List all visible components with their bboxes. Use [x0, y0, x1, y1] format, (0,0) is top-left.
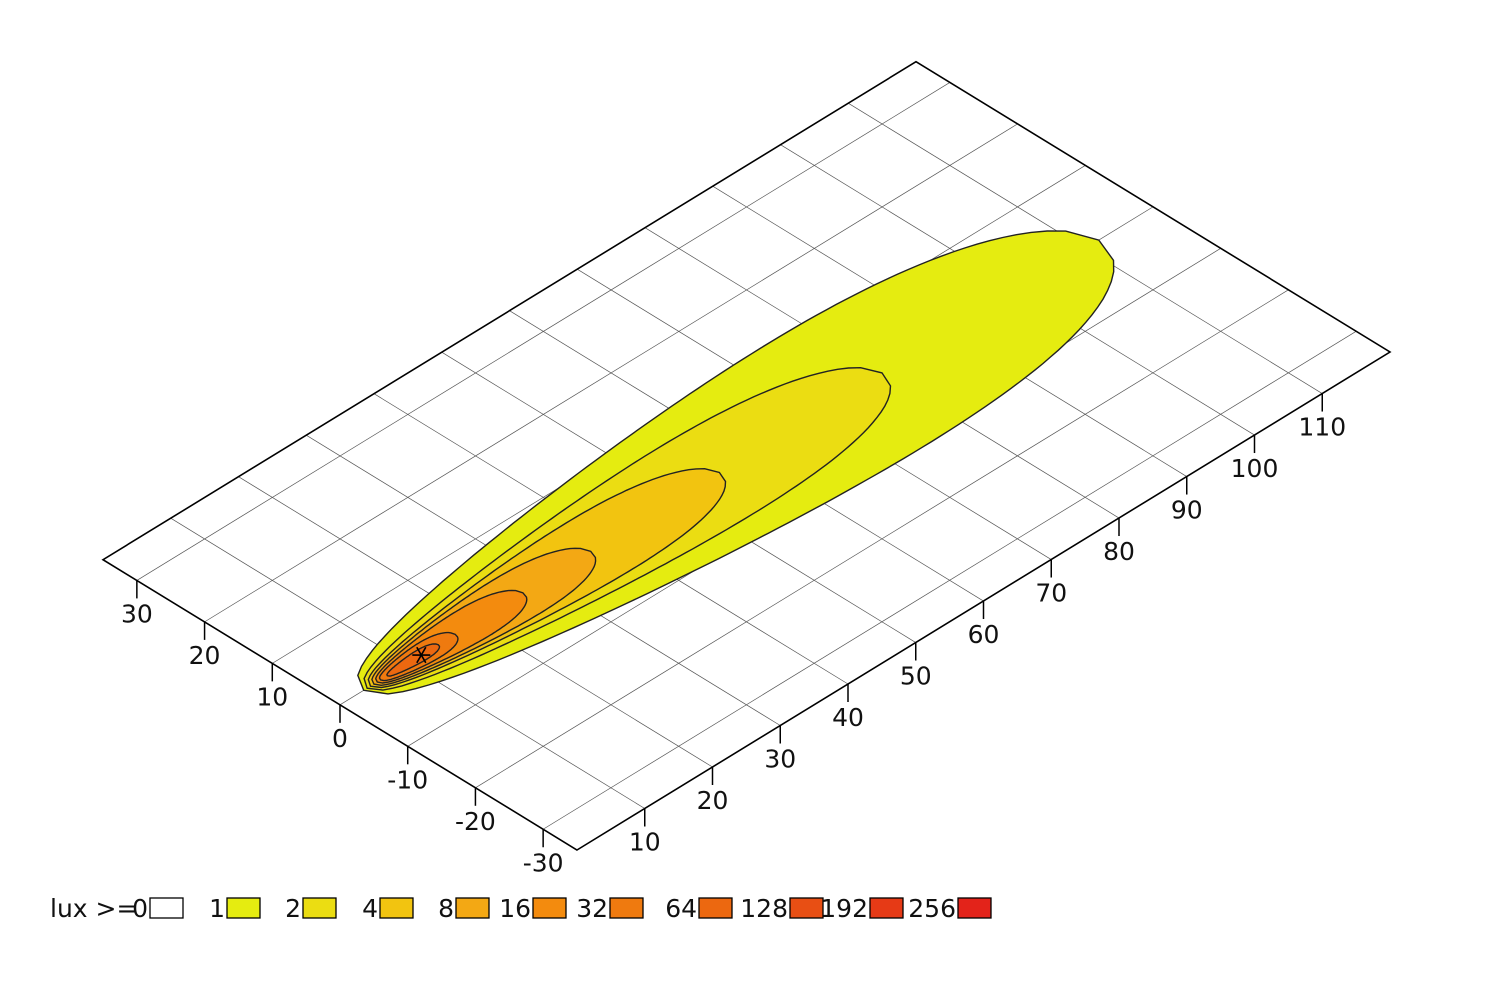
legend-label: 0: [132, 894, 148, 923]
legend-swatch: [455, 897, 490, 919]
legend-label: 4: [362, 894, 378, 923]
y-tick-label: 20: [189, 641, 221, 670]
legend-label: 32: [576, 894, 608, 923]
legend-swatch: [149, 897, 184, 919]
legend-label: 1: [209, 894, 225, 923]
x-tick-label: 60: [968, 620, 1000, 649]
contour-region: [386, 643, 441, 677]
legend-label: 2: [285, 894, 301, 923]
legend-swatch: [789, 897, 824, 919]
grid-line: [542, 331, 1357, 830]
x-tick-label: 100: [1231, 454, 1279, 483]
legend-swatch: [532, 897, 567, 919]
y-tick-label: -10: [387, 765, 428, 794]
legend-swatch: [302, 897, 337, 919]
x-tick-label: 70: [1035, 579, 1067, 608]
legend-title: lux >=: [50, 894, 137, 923]
y-tick-label: 10: [256, 682, 288, 711]
x-tick-label: 30: [764, 745, 796, 774]
x-tick-label: 10: [629, 828, 661, 857]
x-tick-label: 20: [697, 786, 729, 815]
y-tick-label: -30: [523, 848, 564, 877]
y-tick-label: 30: [121, 599, 153, 628]
legend-label: 8: [438, 894, 454, 923]
grid-line: [136, 82, 951, 581]
plane-border: [101, 60, 1392, 851]
y-tick-label: -20: [455, 807, 496, 836]
light-source: [416, 646, 427, 664]
x-tick-label: 80: [1103, 537, 1135, 566]
legend-swatch: [957, 897, 992, 919]
y-tick-label: 0: [332, 724, 348, 753]
legend-swatch: [609, 897, 644, 919]
contour-layer: [357, 230, 1115, 695]
x-tick-label: 110: [1298, 413, 1346, 442]
legend-swatch: [869, 897, 904, 919]
legend-swatch: [698, 897, 733, 919]
legend-swatch: [379, 897, 414, 919]
x-tick-label: 40: [832, 703, 864, 732]
legend-label: 256: [908, 894, 956, 923]
legend-swatch: [226, 897, 261, 919]
legend-label: 64: [665, 894, 697, 923]
x-tick-label: 50: [900, 662, 932, 691]
grid-line: [204, 123, 1018, 623]
legend-label: 128: [740, 894, 788, 923]
legend-label: 192: [820, 894, 868, 923]
grid-line: [475, 289, 1289, 789]
legend-label: 16: [499, 894, 531, 923]
x-tick-label: 90: [1171, 496, 1203, 525]
